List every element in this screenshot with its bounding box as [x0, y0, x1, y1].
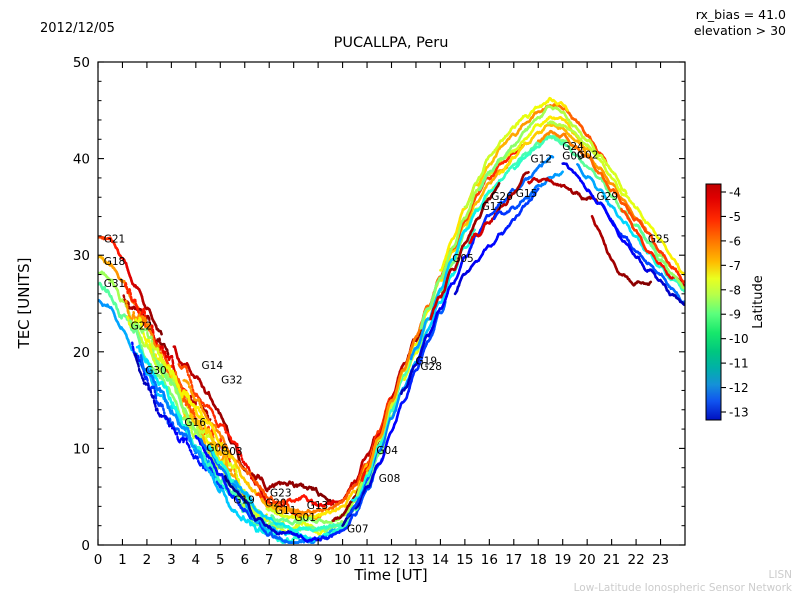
tec-segment — [212, 472, 217, 478]
tec-segment — [177, 427, 181, 434]
tec-segment — [152, 348, 156, 359]
page-title: PUCALLPA, Peru — [334, 35, 449, 51]
tec-segment — [192, 433, 196, 440]
tec-segment — [142, 331, 146, 338]
tec-segment — [137, 324, 142, 331]
tec-segment — [193, 419, 198, 425]
tec-segment — [472, 228, 476, 233]
tec-traces — [98, 96, 685, 544]
tec-segment — [152, 338, 156, 345]
tec-segment — [193, 448, 197, 455]
tec-segment — [191, 453, 195, 460]
tec-segment — [130, 315, 134, 321]
tec-segment — [182, 437, 186, 444]
tec-segment — [227, 457, 232, 464]
tec-segment — [234, 465, 238, 477]
tec-segment — [165, 348, 170, 355]
date-label: 2012/12/05 — [40, 21, 115, 36]
tec-segment — [210, 444, 215, 451]
tec-segment — [187, 444, 192, 452]
tec-segment — [126, 310, 131, 317]
tec-segment — [189, 449, 194, 456]
tec-segment — [154, 353, 158, 360]
tec-segment — [136, 322, 140, 329]
tec-segment — [162, 407, 166, 414]
tec-segment — [161, 403, 165, 410]
tec-segment — [139, 318, 143, 328]
tec-segment — [171, 360, 176, 371]
tec-segment — [149, 330, 153, 337]
tec-segment — [210, 469, 214, 476]
tec-segment — [152, 385, 157, 393]
tec-segment — [192, 407, 196, 418]
elevation-note: elevation > 30 — [694, 23, 786, 38]
tec-segment — [137, 316, 141, 323]
tec-segment — [232, 473, 237, 478]
tec-segment — [222, 459, 226, 465]
tec-segment — [136, 309, 141, 316]
tec-segment — [234, 475, 238, 481]
tec-segment — [136, 315, 140, 322]
tec-segment — [159, 330, 163, 336]
rx-bias-note: rx_bias = 41.0 — [696, 7, 786, 22]
tec-segment — [211, 428, 215, 439]
tec-segment — [200, 462, 205, 470]
tec-segment — [144, 338, 149, 345]
tec-segment — [128, 288, 132, 295]
tec-segment — [181, 432, 186, 439]
tec-segment — [550, 155, 555, 159]
tec-segment — [140, 373, 144, 380]
tec-segment — [202, 437, 206, 443]
tec-segment — [235, 474, 239, 481]
tec-segment — [148, 322, 152, 333]
